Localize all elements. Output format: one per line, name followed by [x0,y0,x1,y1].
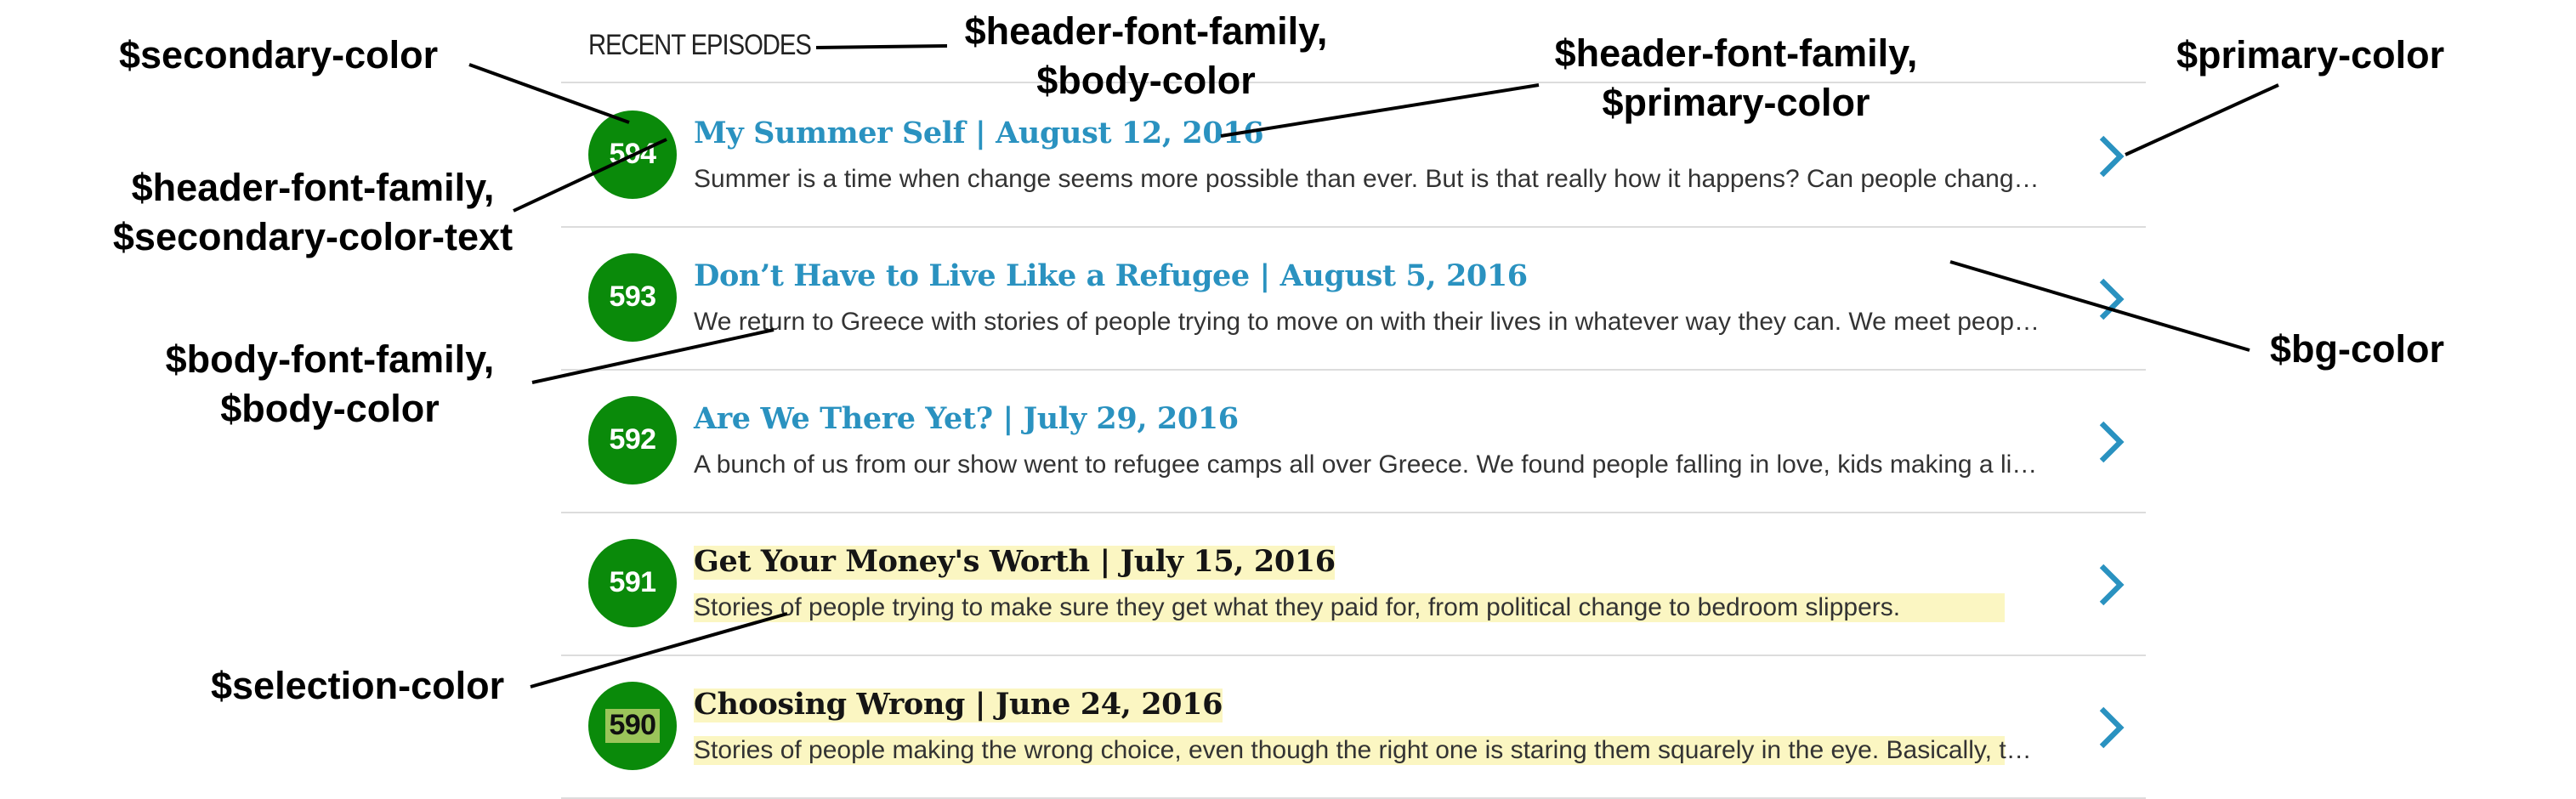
annotation-primary-color: $primary-color [2176,34,2445,76]
episode-number-badge: 590 [588,682,677,770]
annotation-selection-color: $selection-color [211,665,505,707]
episode-number-badge: 591 [588,539,677,627]
annotation-bg-color: $bg-color [2270,328,2445,371]
chevron-right-icon[interactable] [2091,133,2129,180]
chevron-right-icon[interactable] [2091,418,2129,466]
chevron-right-icon[interactable] [2091,704,2129,751]
episode-title-text: Choosing Wrong | June 24, 2016 [694,688,1223,722]
episode-description: Stories of people making the wrong choic… [694,736,2040,765]
episode-description: Stories of people trying to make sure th… [694,593,2040,622]
annotation-header-font-secondary-text: $header-font-family, $secondary-color-te… [92,163,534,262]
episode-title[interactable]: Choosing Wrong | June 24, 2016 [694,688,1223,722]
annotation-line: $header-font-family, [131,167,495,209]
annotation-line: $body-color [1036,60,1256,102]
episode-row[interactable]: 590 Choosing Wrong | June 24, 2016 Stori… [561,654,2146,799]
episode-title[interactable]: My Summer Self | August 12, 2016 [694,117,1264,151]
annotation-line: $body-font-family, [165,338,495,381]
annotation-body-font-body-color: $body-font-family, $body-color [146,335,513,434]
chevron-right-icon[interactable] [2091,275,2129,323]
annotation-secondary-color: $secondary-color [119,34,439,76]
episode-row[interactable]: 592 Are We There Yet? | July 29, 2016 A … [561,369,2146,513]
annotation-line: $secondary-color-text [112,216,513,258]
episode-number-badge: 592 [588,396,677,484]
annotation-line: $header-font-family, [1554,32,1918,75]
episode-title[interactable]: Are We There Yet? | July 29, 2016 [694,403,1239,437]
chevron-right-icon[interactable] [2091,561,2129,609]
annotation-line: $primary-color [1602,82,1870,124]
episode-title[interactable]: Don’t Have to Live Like a Refugee | Augu… [694,260,1528,294]
episode-row[interactable]: 591 Get Your Money's Worth | July 15, 20… [561,512,2146,656]
episode-number-text: 590 [605,709,660,743]
panel-header: RECENT EPISODES [588,29,812,61]
annotation-line: $body-color [220,388,440,430]
annotation-header-font-body-color: $header-font-family, $body-color [945,7,1347,105]
episode-row[interactable]: 593 Don’t Have to Live Like a Refugee | … [561,226,2146,371]
annotation-header-font-primary-color: $header-font-family, $primary-color [1535,29,1937,128]
episode-title[interactable]: Get Your Money's Worth | July 15, 2016 [694,546,1336,580]
divider [561,82,2146,83]
episode-title-text: Get Your Money's Worth | July 15, 2016 [694,546,1336,580]
episode-number-badge: 593 [588,253,677,342]
annotation-line: $header-font-family, [964,10,1328,53]
